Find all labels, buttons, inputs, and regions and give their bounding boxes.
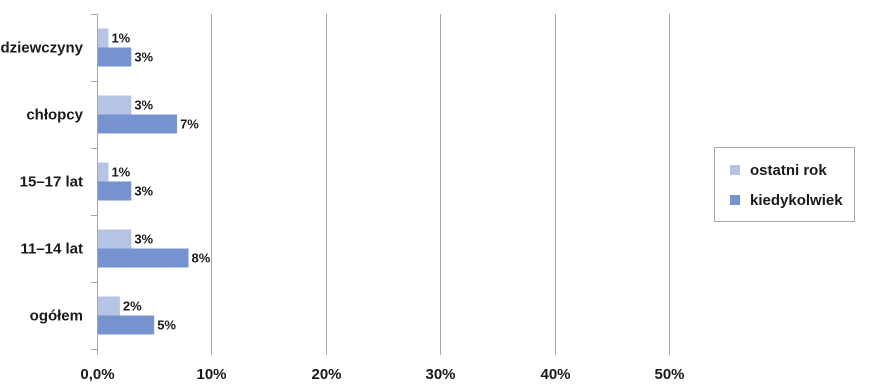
x-tick-label: 20% xyxy=(311,366,341,383)
bar-ostatni-rok xyxy=(98,162,109,182)
x-tick-label: 40% xyxy=(540,366,570,383)
legend-label: ostatni rok xyxy=(750,162,827,179)
legend-swatch xyxy=(730,195,740,205)
data-label: 8% xyxy=(192,251,211,266)
data-label: 2% xyxy=(123,299,142,314)
x-tick-label: 50% xyxy=(654,366,684,383)
legend-box xyxy=(714,147,855,222)
category-label: ogółem xyxy=(30,308,83,325)
category-label: dziewczyny xyxy=(0,40,83,57)
data-label: 3% xyxy=(134,50,153,65)
bar-kiedykolwiek xyxy=(98,47,132,67)
axes: 0,0% 10% 20% 30% 40% 50% dziewczyny chłopcy 15–1… xyxy=(0,14,685,383)
bar-ostatni-rok xyxy=(98,229,132,249)
bar-ostatni-rok xyxy=(98,95,132,115)
category-label: 15–17 lat xyxy=(20,174,83,191)
data-label: 3% xyxy=(134,232,153,247)
bar-ostatni-rok xyxy=(98,28,109,48)
legend-swatch xyxy=(730,165,740,175)
bar-ostatni-rok xyxy=(98,296,120,316)
bar-kiedykolwiek xyxy=(98,315,155,335)
legend-label: kiedykolwiek xyxy=(750,192,843,209)
data-label: 1% xyxy=(111,31,130,46)
data-label: 3% xyxy=(134,98,153,113)
data-label: 5% xyxy=(157,318,176,333)
bars: 1% 3% 3% 7% 1% 3% 3% 8% 2% 5% xyxy=(98,28,211,335)
x-tick-label: 0,0% xyxy=(80,366,114,383)
bar-kiedykolwiek xyxy=(98,114,178,134)
category-label: 11–14 lat xyxy=(20,241,83,258)
grid-lines xyxy=(211,14,670,349)
data-label: 1% xyxy=(111,165,130,180)
bar-kiedykolwiek xyxy=(98,248,189,268)
x-tick-label: 30% xyxy=(425,366,455,383)
legend: ostatni rok kiedykolwiek xyxy=(714,147,855,222)
data-label: 7% xyxy=(180,117,199,132)
x-tick-label: 10% xyxy=(196,366,226,383)
data-label: 3% xyxy=(134,184,153,199)
bar-kiedykolwiek xyxy=(98,181,132,201)
category-label: chłopcy xyxy=(26,107,83,124)
